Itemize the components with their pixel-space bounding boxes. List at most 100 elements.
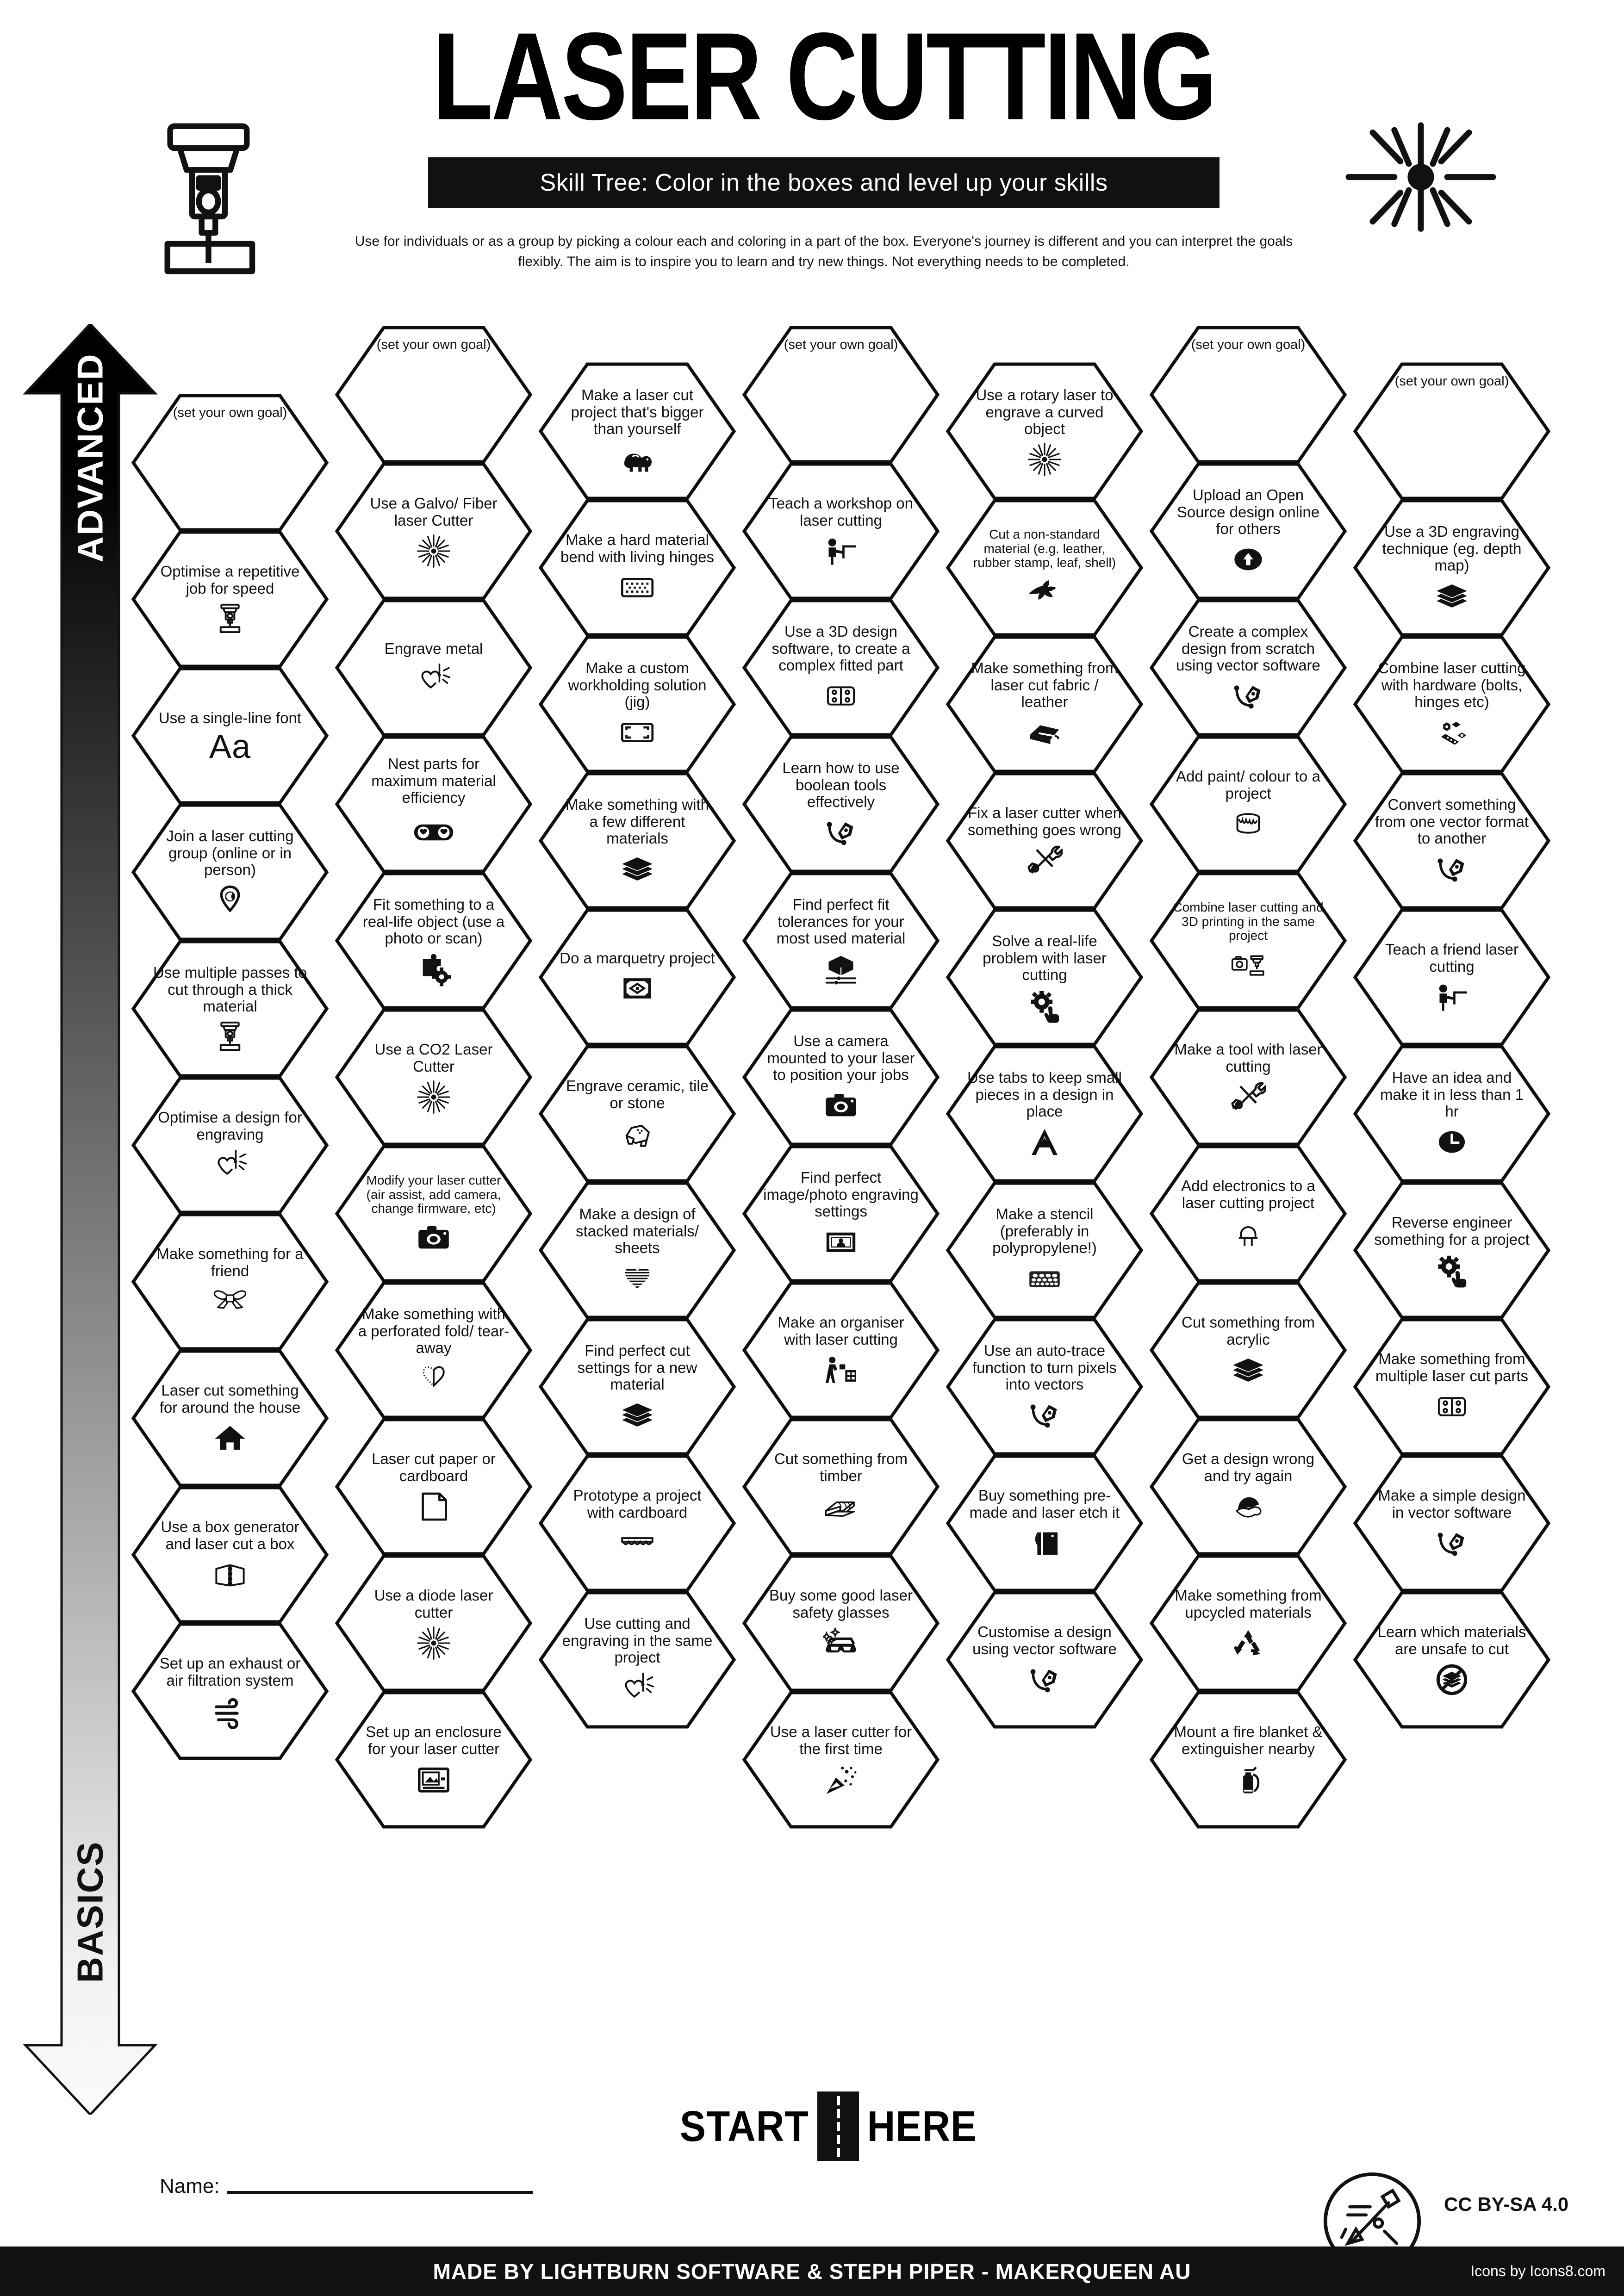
skill-hex-label: Get a design wrong and try again bbox=[1182, 1450, 1315, 1484]
start-word: START bbox=[679, 2102, 809, 2150]
skill-hex[interactable]: Use a box generator and laser cut a box bbox=[131, 1485, 329, 1624]
skill-hex[interactable]: (set your own goal) bbox=[131, 393, 329, 532]
skill-hex[interactable]: Do a marquetry project bbox=[538, 908, 736, 1047]
skill-hex[interactable]: Laser cut paper or cardboard bbox=[335, 1417, 533, 1556]
skill-hex[interactable]: Find perfect cut settings for a new mate… bbox=[538, 1317, 736, 1456]
skill-hex[interactable]: Engrave metal bbox=[335, 598, 533, 737]
laser-head-icon bbox=[139, 118, 305, 277]
skill-hex[interactable]: Add electronics to a laser cutting proje… bbox=[1149, 1144, 1347, 1283]
skill-hex[interactable]: Use a 3D design software, to create a co… bbox=[742, 598, 940, 737]
skill-hex[interactable]: Fit something to a real-life object (use… bbox=[335, 871, 533, 1010]
skill-hex[interactable]: Optimise a repetitive job for speed bbox=[131, 530, 329, 669]
skill-hex[interactable]: Make a simple design in vector software bbox=[1353, 1454, 1551, 1593]
premade-object-icon bbox=[1027, 1525, 1063, 1561]
skill-hex[interactable]: Make something from laser cut fabric / l… bbox=[946, 635, 1144, 774]
skill-hex[interactable]: Learn how to use boolean tools effective… bbox=[742, 735, 940, 874]
skill-hex-label: Reverse engineer something for a project bbox=[1374, 1214, 1530, 1248]
skill-hex[interactable]: Laser cut something for around the house bbox=[131, 1349, 329, 1488]
skill-hex[interactable]: Customise a design using vector software bbox=[946, 1590, 1144, 1729]
extinguisher-icon bbox=[1230, 1762, 1266, 1798]
skill-hex[interactable]: Make something with a perforated fold/ t… bbox=[335, 1281, 533, 1420]
skill-hex[interactable]: Have an idea and make it in less than 1 … bbox=[1353, 1044, 1551, 1183]
skill-hex[interactable]: Make a custom workholding solution (jig) bbox=[538, 635, 736, 774]
skill-hex[interactable]: Nest parts for maximum material efficien… bbox=[335, 735, 533, 874]
leaf-icon bbox=[1027, 574, 1063, 610]
skill-hex[interactable]: Engrave ceramic, tile or stone bbox=[538, 1044, 736, 1183]
heart-laser-icon bbox=[416, 661, 452, 697]
skill-hex[interactable]: Teach a workshop on laser cutting bbox=[742, 462, 940, 601]
hex-outline bbox=[1353, 1591, 1551, 1729]
skill-hex[interactable]: Set up an enclosure for your laser cutte… bbox=[335, 1690, 533, 1829]
skill-hex[interactable]: (set your own goal) bbox=[335, 325, 533, 464]
tabs-icon bbox=[1027, 1124, 1063, 1160]
skill-hex[interactable]: Make a laser cut project that's bigger t… bbox=[538, 362, 736, 501]
skill-hex[interactable]: (set your own goal) bbox=[1353, 362, 1551, 501]
skill-hex[interactable]: Find perfect image/photo engraving setti… bbox=[742, 1144, 940, 1283]
skill-hex[interactable]: Use cutting and engraving in the same pr… bbox=[538, 1590, 736, 1729]
skill-hex-label: Make something with a perforated fold/ t… bbox=[358, 1305, 510, 1357]
skill-hex[interactable]: Cut something from timber bbox=[742, 1417, 940, 1556]
skill-hex[interactable]: Make something from multiple laser cut p… bbox=[1353, 1317, 1551, 1456]
skill-hex[interactable]: Use a Galvo/ Fiber laser Cutter bbox=[335, 462, 533, 601]
skill-hex-label: Mount a fire blanket & extinguisher near… bbox=[1174, 1723, 1323, 1757]
skill-hex[interactable]: Teach a friend laser cutting bbox=[1353, 908, 1551, 1047]
skill-hex[interactable]: Join a laser cutting group (online or in… bbox=[131, 803, 329, 942]
skill-hex[interactable]: Solve a real-life problem with laser cut… bbox=[946, 908, 1144, 1047]
skill-hex[interactable]: Prototype a project with cardboard bbox=[538, 1454, 736, 1593]
skill-hex-label: Use a rotary laser to engrave a curved o… bbox=[976, 386, 1114, 438]
skill-hex[interactable]: Create a complex design from scratch usi… bbox=[1149, 598, 1347, 737]
skill-hex[interactable]: Learn which materials are unsafe to cut bbox=[1353, 1590, 1551, 1729]
skill-hex[interactable]: Combine laser cutting with hardware (bol… bbox=[1353, 635, 1551, 774]
skill-hex-label: Use cutting and engraving in the same pr… bbox=[562, 1614, 713, 1666]
skill-hex[interactable]: Mount a fire blanket & extinguisher near… bbox=[1149, 1690, 1347, 1829]
skill-hex[interactable]: Use a rotary laser to engrave a curved o… bbox=[946, 362, 1144, 501]
skill-hex[interactable]: (set your own goal) bbox=[1149, 325, 1347, 464]
skill-hex[interactable]: Make something from upcycled materials bbox=[1149, 1554, 1347, 1693]
skill-hex[interactable]: Make a stencil (preferably in polypropyl… bbox=[946, 1181, 1144, 1320]
skill-hex[interactable]: Use multiple passes to cut through a thi… bbox=[131, 939, 329, 1078]
skill-hex[interactable]: Make a design of stacked materials/ shee… bbox=[538, 1181, 736, 1320]
skill-hex[interactable]: Use a CO2 Laser Cutter bbox=[335, 1008, 533, 1147]
skill-hex[interactable]: Make an organiser with laser cutting bbox=[742, 1281, 940, 1420]
skill-hex[interactable]: Find perfect fit tolerances for your mos… bbox=[742, 871, 940, 1010]
skill-hex-label: Use a box generator and laser cut a box bbox=[161, 1518, 299, 1552]
skill-hex[interactable]: Get a design wrong and try again bbox=[1149, 1417, 1347, 1556]
hex-outline bbox=[742, 462, 940, 600]
skill-hex[interactable]: Upload an Open Source design online for … bbox=[1149, 462, 1347, 601]
skill-hex[interactable]: Use a single-line font Aa bbox=[131, 666, 329, 805]
skill-hex[interactable]: Use a diode laser cutter bbox=[335, 1554, 533, 1693]
skill-hex[interactable]: Use a 3D engraving technique (eg. depth … bbox=[1353, 498, 1551, 637]
skill-hex[interactable]: Buy something pre-made and laser etch it bbox=[946, 1454, 1144, 1593]
layers-icon bbox=[619, 1397, 655, 1433]
skill-hex[interactable]: Make a hard material bend with living hi… bbox=[538, 498, 736, 637]
skill-hex[interactable]: Add paint/ colour to a project bbox=[1149, 735, 1347, 874]
skill-hex[interactable]: Combine laser cutting and 3D printing in… bbox=[1149, 871, 1347, 1010]
skill-hex[interactable]: Modify your laser cutter (air assist, ad… bbox=[335, 1144, 533, 1283]
skill-hex[interactable]: (set your own goal) bbox=[742, 325, 940, 464]
skill-hex[interactable]: Use a camera mounted to your laser to po… bbox=[742, 1008, 940, 1147]
skill-hex-label: Make a hard material bend with living hi… bbox=[560, 531, 715, 565]
skill-hex[interactable]: Optimise a design for engraving bbox=[131, 1076, 329, 1215]
skill-hex[interactable]: Buy some good laser safety glasses bbox=[742, 1554, 940, 1693]
skill-hex[interactable]: Convert something from one vector format… bbox=[1353, 771, 1551, 910]
skill-hex[interactable]: Use a laser cutter for the first time bbox=[742, 1690, 940, 1829]
name-field[interactable]: Name: bbox=[160, 2175, 533, 2198]
layers-icon bbox=[1434, 578, 1470, 614]
skill-hex[interactable]: Fix a laser cutter when something goes w… bbox=[946, 771, 1144, 910]
hex-outline bbox=[1149, 1691, 1347, 1829]
perforated-heart-icon bbox=[416, 1360, 452, 1396]
skill-hex[interactable]: Make something with a few different mate… bbox=[538, 771, 736, 910]
skill-hex[interactable]: Make something for a friend bbox=[131, 1212, 329, 1351]
skill-hex[interactable]: Use an auto-trace function to turn pixel… bbox=[946, 1317, 1144, 1456]
skill-hex[interactable]: Make a tool with laser cutting bbox=[1149, 1008, 1347, 1147]
location-pin-icon bbox=[212, 882, 248, 918]
skill-hex-label: Find perfect cut settings for a new mate… bbox=[577, 1341, 697, 1393]
skill-hex-label: Use a Galvo/ Fiber laser Cutter bbox=[370, 495, 498, 529]
skill-hex-label: Customise a design using vector software bbox=[972, 1623, 1117, 1657]
skill-hex[interactable]: Cut a non-standard material (e.g. leathe… bbox=[946, 498, 1144, 637]
skill-hex[interactable]: Set up an exhaust or air filtration syst… bbox=[131, 1622, 329, 1761]
skill-hex[interactable]: Reverse engineer something for a project bbox=[1353, 1181, 1551, 1320]
name-input-line[interactable] bbox=[227, 2191, 533, 2194]
skill-hex[interactable]: Cut something from acrylic bbox=[1149, 1281, 1347, 1420]
skill-hex[interactable]: Use tabs to keep small pieces in a desig… bbox=[946, 1044, 1144, 1183]
